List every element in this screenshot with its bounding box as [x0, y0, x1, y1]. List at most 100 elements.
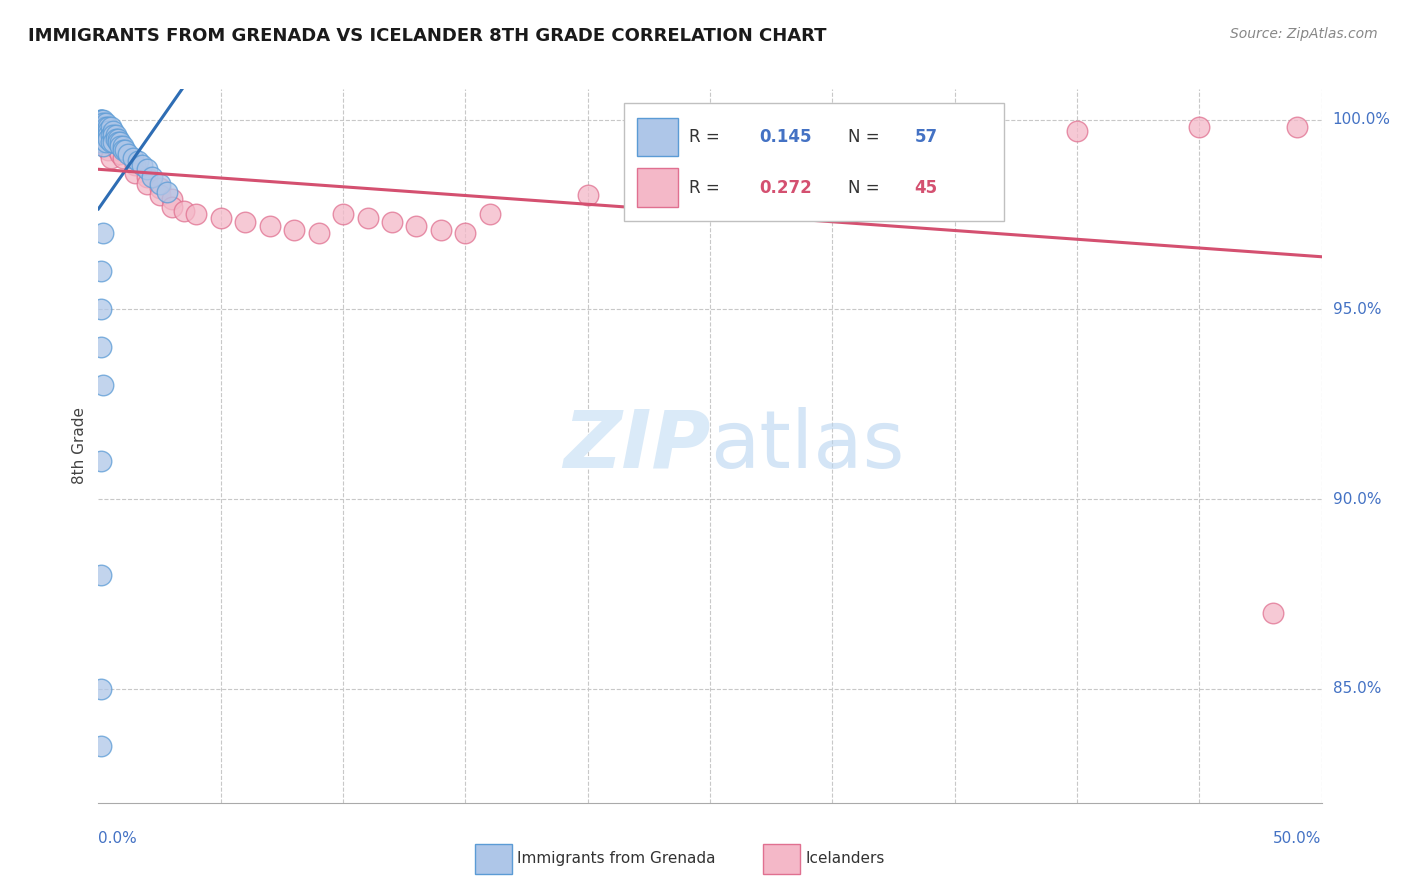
Point [381, 215, 404, 229]
Point [90, 124, 112, 138]
Point [141, 169, 163, 184]
Point [1188, 120, 1211, 135]
Point [100, 128, 122, 142]
Point [90, 454, 112, 468]
Point [124, 158, 146, 172]
Point [149, 177, 172, 191]
Point [91, 378, 114, 392]
Text: Icelanders: Icelanders [806, 852, 884, 866]
Point [1066, 124, 1088, 138]
Text: IMMIGRANTS FROM GRENADA VS ICELANDER 8TH GRADE CORRELATION CHART: IMMIGRANTS FROM GRENADA VS ICELANDER 8TH… [28, 27, 827, 45]
Point [173, 203, 195, 218]
Text: 0.145: 0.145 [759, 128, 811, 146]
Point [699, 169, 721, 184]
Point [94, 128, 117, 142]
Point [121, 151, 143, 165]
Text: 57: 57 [914, 128, 938, 146]
Point [111, 139, 134, 153]
Point [90, 112, 112, 127]
Point [332, 207, 354, 221]
Point [104, 131, 127, 145]
Point [160, 200, 183, 214]
Point [94, 124, 117, 138]
Text: N =: N = [848, 128, 886, 146]
Point [259, 219, 281, 233]
Point [97, 128, 120, 142]
Point [90, 302, 112, 317]
Point [107, 136, 129, 150]
Text: R =: R = [689, 178, 725, 196]
Text: R =: R = [689, 128, 725, 146]
Point [405, 219, 427, 233]
Point [454, 227, 477, 241]
Text: Immigrants from Grenada: Immigrants from Grenada [517, 852, 716, 866]
Point [97, 128, 120, 142]
Point [124, 166, 146, 180]
Point [209, 211, 232, 226]
Point [136, 169, 159, 184]
Point [100, 120, 122, 135]
FancyBboxPatch shape [624, 103, 1004, 221]
Point [114, 143, 136, 157]
Point [91, 120, 114, 135]
Point [90, 136, 112, 150]
Point [100, 151, 122, 165]
Point [107, 131, 129, 145]
Point [90, 128, 112, 142]
Text: 0.272: 0.272 [759, 178, 811, 196]
Point [91, 124, 114, 138]
Point [91, 139, 114, 153]
Point [1286, 120, 1309, 135]
Point [101, 136, 124, 150]
Point [90, 568, 112, 582]
Point [149, 188, 172, 202]
Point [111, 143, 134, 157]
Point [576, 188, 599, 202]
Point [97, 124, 120, 138]
Point [136, 177, 159, 191]
Point [94, 124, 117, 138]
Point [91, 131, 114, 145]
Point [233, 215, 256, 229]
Point [149, 181, 172, 195]
Point [90, 116, 112, 130]
Point [104, 139, 127, 153]
Point [90, 112, 112, 127]
Point [90, 120, 112, 135]
Text: Source: ZipAtlas.com: Source: ZipAtlas.com [1230, 27, 1378, 41]
Point [283, 222, 305, 236]
Point [107, 143, 129, 157]
Text: 90.0%: 90.0% [1333, 491, 1381, 507]
Point [90, 112, 112, 127]
Point [104, 128, 127, 142]
Point [943, 139, 966, 153]
Point [110, 146, 132, 161]
Point [91, 128, 114, 142]
Text: N =: N = [848, 178, 886, 196]
Point [131, 158, 153, 172]
Point [91, 112, 114, 127]
Point [127, 154, 149, 169]
Text: ZIP: ZIP [562, 407, 710, 485]
Point [478, 207, 501, 221]
FancyBboxPatch shape [637, 118, 678, 156]
Point [90, 128, 112, 142]
Point [91, 227, 114, 241]
Point [94, 136, 117, 150]
Point [90, 739, 112, 753]
Point [186, 207, 208, 221]
Text: 100.0%: 100.0% [1333, 112, 1391, 127]
Y-axis label: 8th Grade: 8th Grade [72, 408, 87, 484]
Point [91, 116, 114, 130]
Point [97, 131, 120, 145]
Point [94, 139, 117, 153]
Point [97, 120, 120, 135]
Point [90, 340, 112, 354]
Point [97, 143, 120, 157]
Point [308, 227, 330, 241]
Point [430, 222, 453, 236]
Point [110, 139, 132, 153]
Point [100, 136, 122, 150]
Point [101, 136, 124, 150]
Point [110, 136, 132, 150]
